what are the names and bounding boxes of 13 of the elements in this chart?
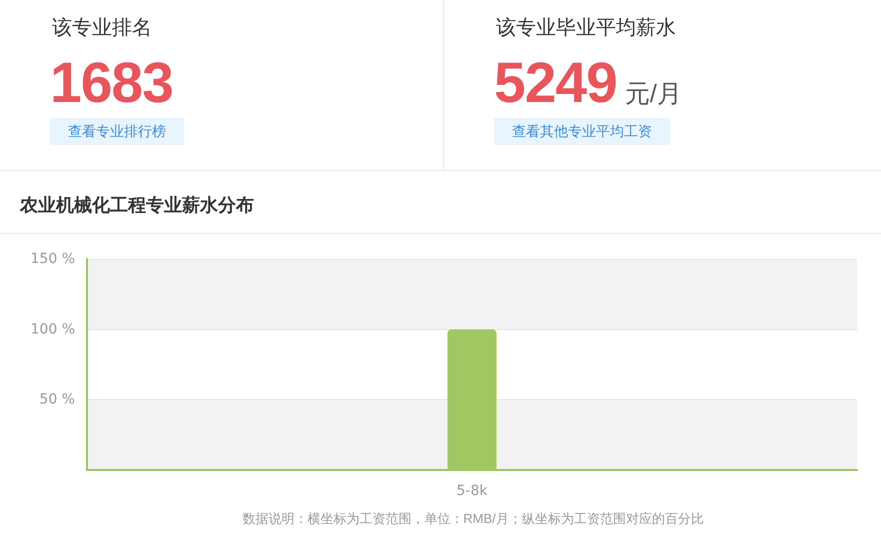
text: 5249 (494, 51, 617, 115)
link-button: 查看其他专业平均工资 (494, 118, 670, 145)
text: 该专业排名 (52, 16, 152, 41)
y-tick-label: 100 % (30, 321, 75, 338)
text: 数据说明：横坐标为工资范围，单位：RMB/月；纵坐标为工资范围对应的百分比 (242, 510, 704, 528)
chart-title: 农业机械化工程专业薪水分布 (20, 194, 254, 217)
text: 1683 (50, 51, 173, 115)
y-tick-label: 50 % (39, 392, 75, 408)
text: 元/月 (624, 80, 682, 108)
text: 该专业毕业平均薪水 (496, 16, 676, 41)
link-button: 查看专业排行榜 (50, 118, 184, 145)
x-tick-label: 5-8k (456, 483, 488, 499)
y-tick-label: 150 % (30, 251, 75, 267)
